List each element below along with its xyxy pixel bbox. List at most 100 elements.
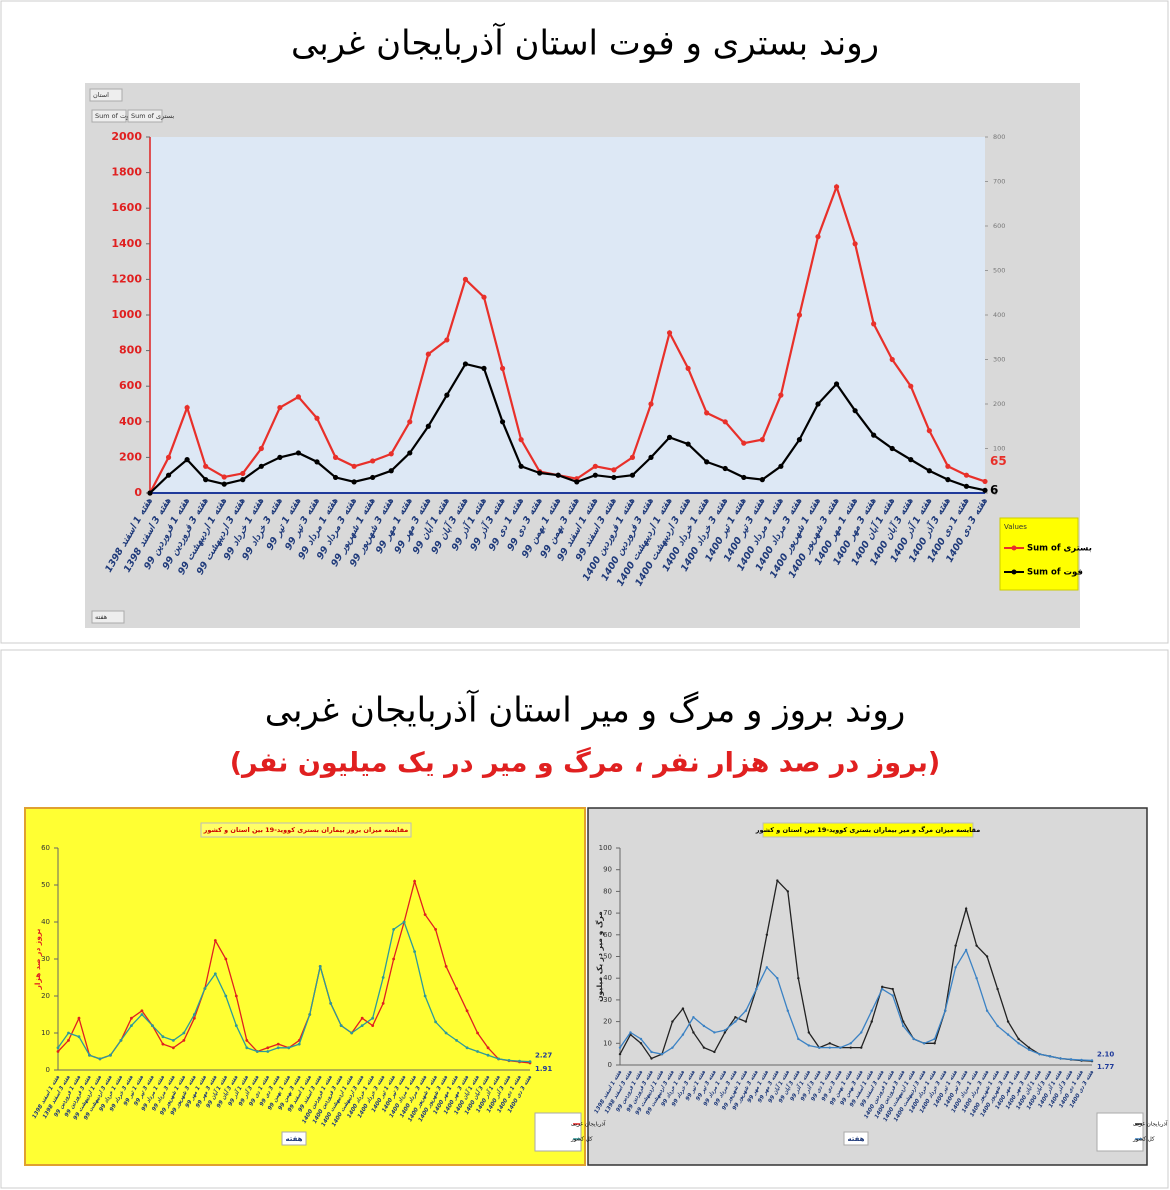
point — [870, 1009, 873, 1012]
point — [639, 1042, 643, 1045]
point — [702, 1046, 706, 1049]
field-button — [89, 88, 123, 102]
field-button — [91, 109, 127, 123]
point — [486, 1046, 490, 1050]
y-tick-label: 90 — [603, 866, 612, 874]
point — [192, 1013, 196, 1016]
point — [266, 1050, 270, 1053]
legend-label: Sum of بستری — [1027, 544, 1092, 554]
point — [67, 1039, 70, 1042]
point — [796, 437, 803, 443]
point — [964, 907, 968, 910]
point — [908, 383, 914, 389]
point — [360, 1024, 364, 1027]
point — [295, 450, 302, 456]
legend-label: آذربایجان غربی — [571, 1121, 606, 1128]
y-tick-label: 60 — [603, 931, 612, 939]
point — [425, 423, 431, 429]
point — [314, 459, 320, 465]
point — [759, 477, 765, 483]
point — [975, 977, 978, 980]
point — [648, 454, 654, 460]
point — [224, 957, 228, 961]
point — [213, 972, 217, 976]
y-tick-label: 10 — [603, 1039, 612, 1047]
end-label: 2.10 — [1097, 1050, 1114, 1058]
point — [902, 1024, 905, 1028]
y2-tick-label: 200 — [993, 400, 1005, 408]
point — [88, 1053, 91, 1057]
point — [465, 1009, 469, 1013]
point — [1017, 1037, 1020, 1041]
x-label-box — [281, 1131, 307, 1146]
legend-label: Sum of فوت — [1027, 568, 1083, 578]
point — [297, 1042, 301, 1046]
point — [360, 1016, 364, 1020]
point — [1048, 1055, 1052, 1058]
point — [849, 1042, 852, 1045]
y2-tick-label: 800 — [993, 133, 1005, 141]
y-tick-label: 50 — [603, 953, 612, 961]
point — [184, 457, 190, 463]
point — [245, 1046, 249, 1050]
point — [147, 490, 153, 496]
point — [499, 365, 506, 371]
point — [828, 1042, 831, 1045]
y-tick-label: 1000 — [111, 308, 142, 321]
point — [982, 487, 988, 493]
point — [1027, 1046, 1031, 1049]
point — [332, 474, 339, 481]
point — [171, 1039, 175, 1042]
point — [734, 1020, 737, 1023]
point — [755, 987, 758, 991]
point — [704, 459, 710, 465]
series-line — [149, 183, 986, 494]
point — [67, 1031, 70, 1035]
point — [276, 1046, 280, 1050]
point — [702, 1024, 706, 1028]
point — [555, 472, 561, 478]
point — [481, 294, 487, 300]
y-axis-label: مرگ و میر در یک میلیون — [594, 911, 604, 1002]
point — [828, 1046, 831, 1049]
point — [964, 948, 968, 952]
point — [350, 1031, 354, 1035]
point — [277, 454, 283, 460]
point — [807, 1031, 810, 1034]
point — [258, 463, 264, 469]
y-tick-label: 10 — [41, 1029, 50, 1037]
point — [140, 1013, 144, 1016]
point — [371, 1024, 375, 1027]
y-tick-label: 40 — [603, 974, 612, 982]
legend-marker — [1011, 545, 1017, 551]
chart-title: مقایسه میزان مرگ و میر بیماران بستری کوو… — [755, 825, 980, 834]
point — [797, 1037, 800, 1041]
point — [161, 1042, 165, 1046]
y-tick-label: 0 — [134, 486, 142, 499]
point — [574, 479, 580, 485]
y-tick-label: 60 — [41, 844, 50, 852]
point — [611, 474, 617, 481]
legend-box — [1096, 1112, 1144, 1152]
point — [444, 965, 448, 968]
point — [975, 944, 978, 947]
point — [744, 1009, 748, 1012]
legend-label: کل کشور — [570, 1136, 593, 1143]
point — [996, 987, 999, 991]
point — [881, 987, 884, 991]
point — [945, 463, 951, 469]
point — [151, 1024, 154, 1027]
point — [370, 458, 376, 464]
point — [332, 454, 339, 460]
point — [518, 1059, 521, 1063]
point — [455, 987, 458, 990]
point — [1006, 1020, 1010, 1023]
point — [182, 1031, 186, 1035]
y-tick-label: 1800 — [111, 166, 142, 179]
point — [945, 477, 951, 483]
point — [666, 330, 673, 336]
chart-frame — [24, 807, 586, 1166]
point — [611, 467, 617, 473]
section-subtitle: (بروز در صد هزار نفر ، مرگ و میر در یک م… — [230, 747, 941, 779]
